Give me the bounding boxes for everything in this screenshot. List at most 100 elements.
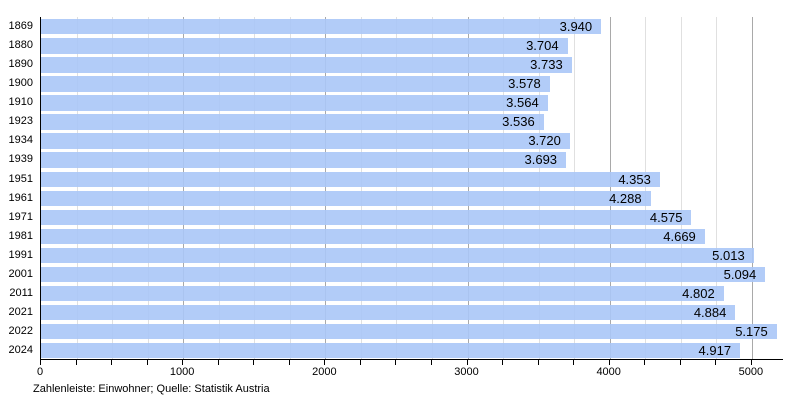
population-bar: 4.917 <box>41 343 741 359</box>
x-axis-tick <box>40 360 41 365</box>
x-axis-tick-label: 5000 <box>738 366 764 378</box>
bar-value-label: 3.704 <box>526 38 559 54</box>
bar-row: 4.288 <box>41 190 784 206</box>
gridline-major <box>467 17 469 359</box>
gridline-major <box>183 17 185 359</box>
gridline-major <box>609 17 611 359</box>
population-bar: 4.884 <box>41 304 736 321</box>
bar-value-label: 4.802 <box>682 285 715 301</box>
x-axis-tick-label: 1000 <box>169 366 195 378</box>
bar-row: 3.536 <box>41 114 784 130</box>
bar-value-label: 5.175 <box>735 323 768 339</box>
year-label: 1880 <box>8 39 33 52</box>
gridline-minor <box>431 17 433 359</box>
population-bar: 4.288 <box>41 190 651 206</box>
population-bar: 5.094 <box>41 266 766 283</box>
bar-value-label: 3.940 <box>559 19 593 35</box>
gridline-minor <box>574 17 576 359</box>
population-bar: 4.575 <box>41 209 692 226</box>
bar-value-label: 3.578 <box>508 76 541 92</box>
bar-value-label: 5.013 <box>712 247 745 263</box>
year-label: 1991 <box>8 248 33 261</box>
x-axis-tick <box>395 360 397 365</box>
year-label: 2001 <box>8 267 33 280</box>
x-axis-tick <box>537 360 539 365</box>
bar-row: 3.704 <box>41 38 784 54</box>
bar-row: 4.884 <box>41 304 784 321</box>
population-bar: 3.693 <box>41 152 567 168</box>
plot-area: 3.940 3.704 3.733 3.578 3.564 3.536 3.720 3.693… <box>40 17 783 360</box>
gridline-minor <box>76 17 78 359</box>
gridline-minor <box>680 17 682 359</box>
population-bar: 4.353 <box>41 171 660 187</box>
bar-value-label: 5.094 <box>723 266 757 282</box>
population-bar: 3.578 <box>41 76 550 92</box>
population-bar: 3.720 <box>41 133 570 149</box>
x-axis-tick <box>644 360 646 365</box>
x-axis-tick <box>502 360 504 365</box>
population-bar: 3.733 <box>41 57 572 73</box>
x-axis-tick <box>217 360 219 365</box>
bar-row: 4.669 <box>41 228 784 245</box>
x-axis-tick-label: 4000 <box>596 366 621 378</box>
x-axis-tick <box>679 360 681 365</box>
bar-row: 5.094 <box>41 266 784 283</box>
population-bar: 3.704 <box>41 38 568 54</box>
gridline-minor <box>503 17 505 359</box>
x-axis-tick <box>182 360 184 365</box>
bar-row: 4.575 <box>41 209 784 226</box>
population-bar: 3.940 <box>41 19 602 35</box>
year-label: 2011 <box>9 286 33 299</box>
bar-row: 4.353 <box>41 171 784 187</box>
bar-value-label: 4.884 <box>693 304 727 320</box>
x-axis-tick <box>608 360 610 365</box>
bar-value-label: 4.917 <box>698 343 732 359</box>
x-axis-tick <box>715 360 717 365</box>
year-label: 1910 <box>8 96 33 109</box>
gridline-minor <box>645 17 647 359</box>
bar-row: 3.733 <box>41 57 784 73</box>
year-label: 1961 <box>8 191 33 204</box>
y-axis-year-labels: 1869 1880 1890 1900 1910 1923 1934 1939 1951 1961… <box>0 17 33 360</box>
x-axis-tick <box>466 360 468 365</box>
x-axis-tick <box>359 360 361 365</box>
bar-row: 3.940 <box>41 19 784 35</box>
year-label: 1939 <box>8 153 33 166</box>
x-axis-tick <box>111 360 113 365</box>
bar-value-label: 3.693 <box>524 152 558 168</box>
gridline-minor <box>147 17 149 359</box>
year-label: 1900 <box>8 77 33 90</box>
x-axis: 0 1000 2000 3000 4000 5000 <box>37 360 783 384</box>
year-label: 1981 <box>8 229 33 242</box>
x-axis-tick <box>573 360 575 365</box>
year-label: 2022 <box>8 324 33 337</box>
x-axis-tick <box>253 360 255 365</box>
year-label: 2021 <box>8 305 33 318</box>
x-axis-tick <box>146 360 148 365</box>
gridline-minor <box>396 17 398 359</box>
x-axis-tick <box>75 360 77 365</box>
x-axis-tick <box>288 360 290 365</box>
bar-value-label: 3.720 <box>528 133 561 149</box>
gridline-major <box>325 17 327 359</box>
bar-value-label: 4.669 <box>663 228 696 244</box>
year-label: 1951 <box>8 172 33 185</box>
gridline-major <box>751 17 753 359</box>
population-bar: 4.669 <box>41 228 705 245</box>
bar-value-label: 4.575 <box>649 209 683 225</box>
population-bar: 5.013 <box>41 247 754 264</box>
gridline-minor <box>289 17 291 359</box>
bar-row: 3.578 <box>41 76 784 92</box>
population-bar: 3.536 <box>41 114 544 130</box>
x-axis-tick <box>430 360 432 365</box>
bar-value-label: 3.536 <box>502 114 535 130</box>
bar-row: 4.917 <box>41 343 784 359</box>
gridline-minor <box>360 17 362 359</box>
bar-row: 4.802 <box>41 285 784 302</box>
bar-value-label: 3.564 <box>506 95 539 111</box>
bar-value-label: 4.353 <box>618 171 651 187</box>
gridline-minor <box>254 17 256 359</box>
bar-value-label: 3.733 <box>530 57 563 73</box>
x-axis-tick <box>324 360 326 365</box>
